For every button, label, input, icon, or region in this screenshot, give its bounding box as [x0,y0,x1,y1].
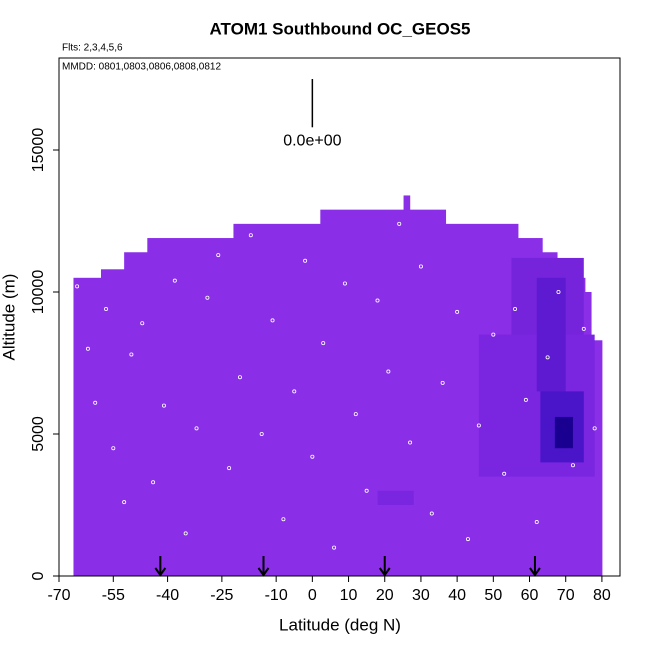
value-patch [536,277,566,392]
obs-point [216,253,221,258]
curtain-column [233,223,321,576]
x-tick-label: -25 [210,587,233,604]
obs-point [429,511,434,516]
scale-label: 0.0e+00 [283,133,341,150]
obs-point [342,281,347,286]
annotation: MMDD: 0801,0803,0806,0808,0812 [62,62,221,73]
obs-point [375,298,380,303]
obs-point [111,446,116,451]
obs-point [270,318,275,323]
obs-point [75,284,80,289]
y-tick-label: 5000 [30,416,47,452]
obs-point [281,517,286,522]
obs-point [227,466,232,471]
obs-point [292,389,297,394]
obs-point [592,426,597,431]
x-tick-label: -40 [156,587,179,604]
obs-point [476,423,481,428]
curtain-column [100,269,125,576]
obs-point [353,412,358,417]
x-tick-label: -55 [102,587,125,604]
obs-point [364,488,369,493]
obs-point [332,545,337,550]
obs-point [183,531,188,536]
obs-point [303,258,308,263]
curtain-column [73,277,102,576]
obs-point [310,454,315,459]
flight-marker-head [257,567,270,577]
x-tick-label: 50 [484,587,502,604]
x-tick-label: 10 [340,587,358,604]
curtain-column [320,209,405,577]
obs-point [491,332,496,337]
curtain-column [147,238,234,576]
obs-point [237,375,242,380]
obs-point [523,397,528,402]
obs-point [418,264,423,269]
obs-point [440,380,445,385]
obs-point [386,369,391,374]
x-tick-label: 40 [448,587,466,604]
obs-point [161,403,166,408]
x-tick-label: -10 [265,587,288,604]
x-tick-label: 80 [593,587,611,604]
curtain-column [403,195,411,576]
y-axis-label: Altitude (m) [0,274,18,361]
obs-point [513,307,518,312]
obs-point [556,290,561,295]
flight-marker-head [378,567,391,577]
obs-point [408,440,413,445]
x-axis-label: Latitude (deg N) [279,615,401,634]
subtitle: Flts: 2,3,4,5,6 [62,43,123,54]
y-tick-label: 15000 [30,128,47,173]
x-tick-label: 60 [521,587,539,604]
curtain-column [409,209,447,577]
obs-point [172,278,177,283]
obs-point [129,352,134,357]
obs-point [205,295,210,300]
obs-point [93,400,98,405]
plot-frame [58,57,621,577]
y-tick-label: 0 [30,571,47,580]
obs-point [104,307,109,312]
x-tick-label: 30 [412,587,430,604]
obs-point [465,537,470,542]
flight-marker-head [529,567,541,577]
obs-point [151,480,156,485]
obs-point [534,520,539,525]
obs-point [455,309,460,314]
obs-point [194,426,199,431]
obs-point [545,355,550,360]
y-tick-label: 10000 [30,270,47,315]
value-patch [554,416,573,449]
chart-title: ATOM1 Southbound OC_GEOS5 [210,19,471,38]
obs-point [321,341,326,346]
x-tick-label: -70 [47,587,70,604]
x-tick-label: 70 [557,587,575,604]
obs-point [85,346,90,351]
value-patch [377,490,414,506]
obs-point [140,321,145,326]
curtain-column [591,340,603,576]
curtain-column [124,252,148,576]
x-tick-label: 0 [308,587,317,604]
obs-point [581,326,586,331]
obs-point [122,500,127,505]
obs-point [248,233,253,238]
flight-marker-head [154,567,167,577]
obs-point [502,471,507,476]
obs-point [570,463,575,468]
x-tick-label: 20 [376,587,394,604]
obs-point [259,432,264,437]
obs-point [397,221,402,226]
